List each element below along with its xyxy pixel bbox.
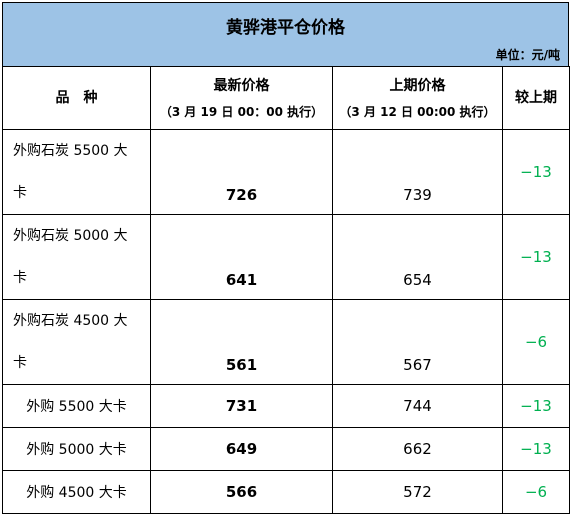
row-variety: 外购石炭 5500 大 卡 <box>2 129 151 215</box>
row-change: −6 <box>502 299 570 385</box>
row-variety-line1: 外购石炭 4500 大 <box>13 313 128 329</box>
row-variety: 外购石炭 5000 大 卡 <box>2 214 151 300</box>
title-band: 黄骅港平仓价格 单位：元/吨 <box>2 2 569 66</box>
table-title: 黄骅港平仓价格 <box>226 18 345 38</box>
row-latest: 649 <box>150 427 333 471</box>
row-change: −13 <box>502 427 570 471</box>
header-change-label: 较上期 <box>515 90 557 106</box>
row-previous: 739 <box>332 129 503 215</box>
header-variety-label: 品 种 <box>55 90 98 106</box>
row-variety-line2: 卡 <box>13 355 27 371</box>
row-previous: 662 <box>332 427 503 471</box>
row-latest: 561 <box>150 299 333 385</box>
header-latest-price: 最新价格 （3 月 19 日 00：00 执行） <box>150 66 333 130</box>
header-previous-price: 上期价格 （3 月 12 日 00:00 执行） <box>332 66 503 130</box>
row-variety: 外购 4500 大卡 <box>2 470 151 514</box>
table-row: 外购 4500 大卡 566 572 −6 <box>2 470 570 514</box>
row-change: −13 <box>502 214 570 300</box>
header-latest-date: （3 月 19 日 00：00 执行） <box>159 105 324 119</box>
price-table: 品 种 最新价格 （3 月 19 日 00：00 执行） 上期价格 （3 月 1… <box>2 66 570 514</box>
row-latest: 566 <box>150 470 333 514</box>
unit-label: 单位：元/吨 <box>495 48 560 62</box>
header-previous-date: （3 月 12 日 00:00 执行） <box>339 105 496 119</box>
row-variety: 外购石炭 4500 大 卡 <box>2 299 151 385</box>
header-previous-label: 上期价格 <box>389 78 446 94</box>
row-variety-line1: 外购石炭 5500 大 <box>13 143 128 159</box>
row-variety-line2: 卡 <box>13 270 27 286</box>
row-latest: 726 <box>150 129 333 215</box>
header-row: 品 种 最新价格 （3 月 19 日 00：00 执行） 上期价格 （3 月 1… <box>2 66 570 130</box>
table-row: 外购石炭 5000 大 卡 641 654 −13 <box>2 214 570 300</box>
row-previous: 567 <box>332 299 503 385</box>
table-row: 外购 5500 大卡 731 744 −13 <box>2 384 570 428</box>
row-change: −13 <box>502 384 570 428</box>
row-variety: 外购 5000 大卡 <box>2 427 151 471</box>
table-row: 外购石炭 5500 大 卡 726 739 −13 <box>2 129 570 215</box>
table-row: 外购 5000 大卡 649 662 −13 <box>2 427 570 471</box>
header-latest-label: 最新价格 <box>213 78 270 94</box>
row-previous: 654 <box>332 214 503 300</box>
table-row: 外购石炭 4500 大 卡 561 567 −6 <box>2 299 570 385</box>
row-latest: 731 <box>150 384 333 428</box>
header-change: 较上期 <box>502 66 570 130</box>
row-change: −13 <box>502 129 570 215</box>
header-variety: 品 种 <box>2 66 151 130</box>
row-previous: 744 <box>332 384 503 428</box>
row-previous: 572 <box>332 470 503 514</box>
row-change: −6 <box>502 470 570 514</box>
row-variety-line2: 卡 <box>13 185 27 201</box>
row-variety-line1: 外购石炭 5000 大 <box>13 228 128 244</box>
row-variety: 外购 5500 大卡 <box>2 384 151 428</box>
row-latest: 641 <box>150 214 333 300</box>
